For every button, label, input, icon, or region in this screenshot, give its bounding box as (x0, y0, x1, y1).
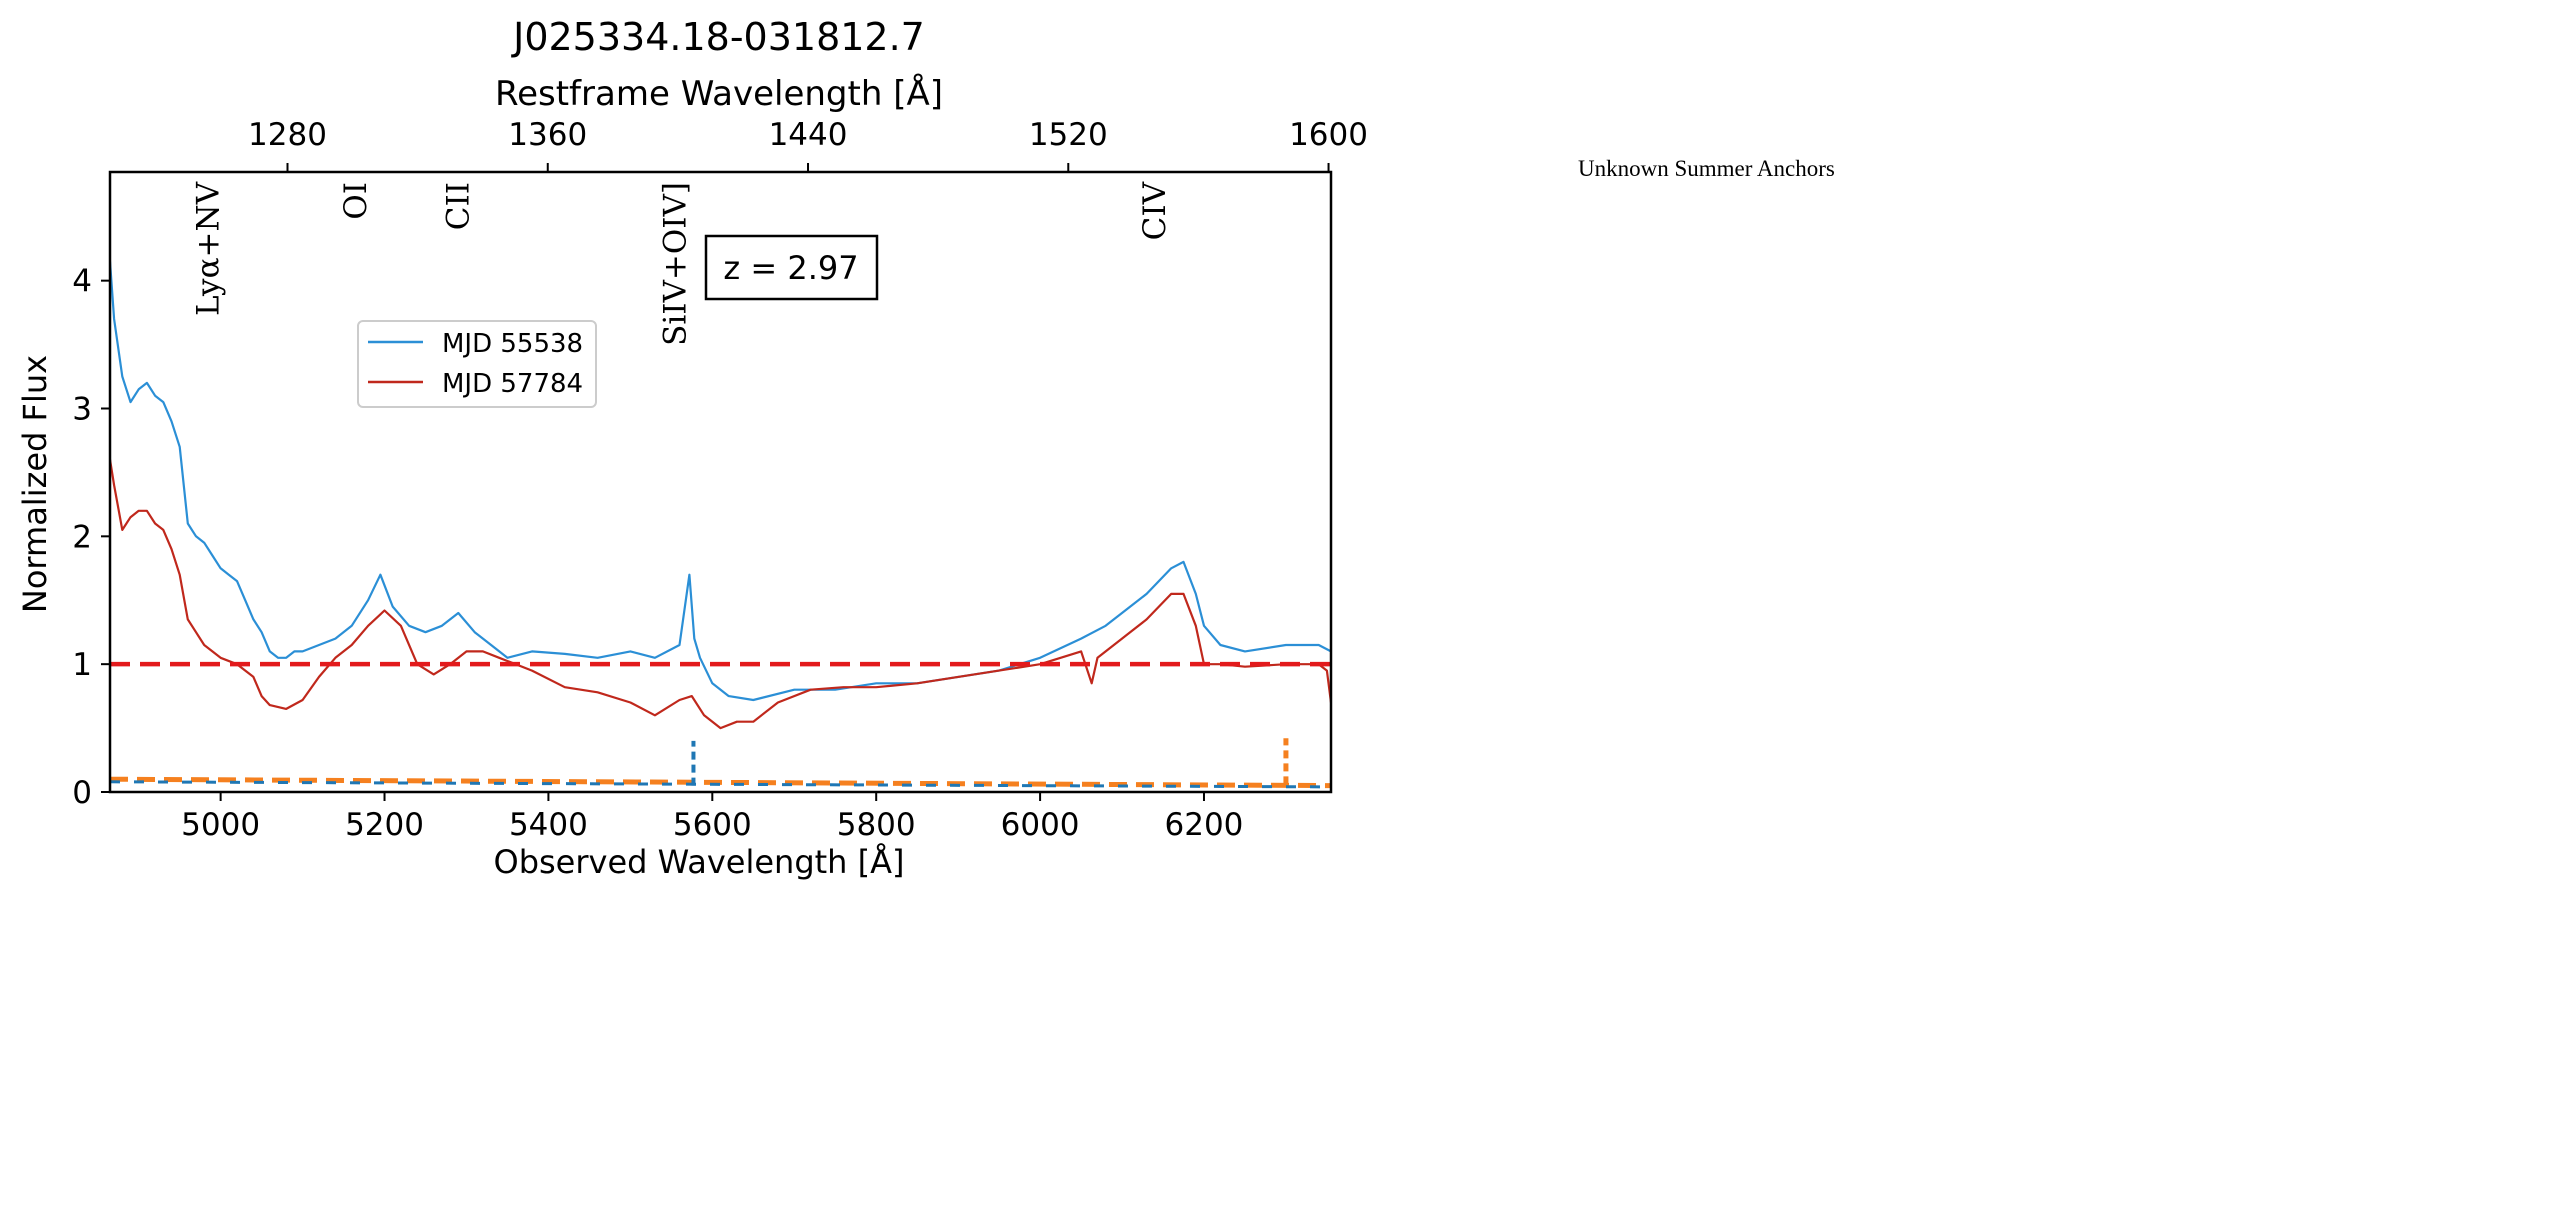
top-tick-label-3: 1440 (769, 117, 848, 153)
x-tick-label-3: 5400 (509, 807, 588, 843)
y-tick-label-1: 0 (72, 775, 92, 811)
x-tick-label-7: 6200 (1165, 807, 1244, 843)
legend-label-1: MJD 55538 (442, 329, 583, 359)
series-line-2 (110, 459, 1331, 730)
x-tick-label-5: 5800 (837, 807, 916, 843)
emission-line-label-1: Lyα+NV (190, 181, 226, 316)
top-tick-label-1: 1280 (248, 117, 327, 153)
emission-line-label-4: SiIV+OIV] (657, 182, 693, 346)
side-note: Unknown Summer Anchors (1578, 156, 1835, 181)
top-tick-label-5: 1600 (1289, 117, 1368, 153)
plot-frame (108, 170, 1333, 794)
noise-trace-orange (110, 776, 1331, 789)
y-tick-label-5: 4 (72, 264, 92, 300)
redshift-box-frame (704, 234, 879, 301)
legend-label-2: MJD 57784 (442, 369, 583, 399)
emission-line-label-5: CIV (1137, 181, 1173, 240)
legend: MJD 55538 MJD 57784 (357, 320, 597, 408)
x-axis-label: Observed Wavelength [Å] (494, 843, 905, 881)
emission-line-label-3: CII (440, 182, 476, 230)
redshift-label: z = 2.97 (723, 249, 858, 287)
y-tick-label-2: 1 (72, 647, 92, 683)
x-tick-label-2: 5200 (345, 807, 424, 843)
top-tick-label-4: 1520 (1029, 117, 1108, 153)
x-tick-label-4: 5600 (673, 807, 752, 843)
y-axis-label: Normalized Flux (16, 355, 54, 613)
redshift-box: z = 2.97 (704, 234, 879, 301)
y-tick-label-4: 3 (72, 391, 92, 427)
x-tick-label-6: 6000 (1001, 807, 1080, 843)
top-axis-label: Restframe Wavelength [Å] (495, 73, 943, 114)
emission-line-label-2: OI (338, 182, 374, 220)
chart-title: J025334.18-031812.7 (511, 15, 925, 59)
y-tick-label-3: 2 (72, 519, 92, 555)
x-tick-label-1: 5000 (181, 807, 260, 843)
spectrum-chart: J025334.18-031812.7 Restframe Wavelength… (16, 15, 1368, 881)
series-line-1 (110, 261, 1331, 702)
top-tick-label-2: 1360 (508, 117, 587, 153)
noise-trace-blue (110, 780, 1331, 789)
